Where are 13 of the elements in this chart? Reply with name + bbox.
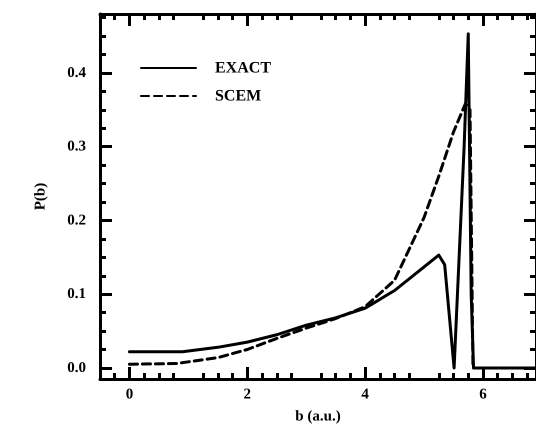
legend-label: SCEM (215, 88, 262, 104)
y-axis-title: P(b) (32, 182, 48, 210)
legend-label: EXACT (215, 60, 272, 76)
x-tick-label: 6 (479, 386, 488, 402)
y-tick-label: 0.4 (67, 64, 86, 81)
x-tick-label: 0 (126, 386, 134, 402)
x-tick-label: 2 (244, 386, 252, 402)
y-tick-label: 0.3 (67, 138, 86, 155)
x-axis-title: b (a.u.) (295, 408, 341, 424)
y-tick-label: 0.0 (67, 360, 86, 376)
x-tick-label: 4 (361, 386, 370, 402)
y-tick-label: 0.1 (67, 286, 86, 302)
y-tick-label: 0.2 (67, 212, 86, 228)
